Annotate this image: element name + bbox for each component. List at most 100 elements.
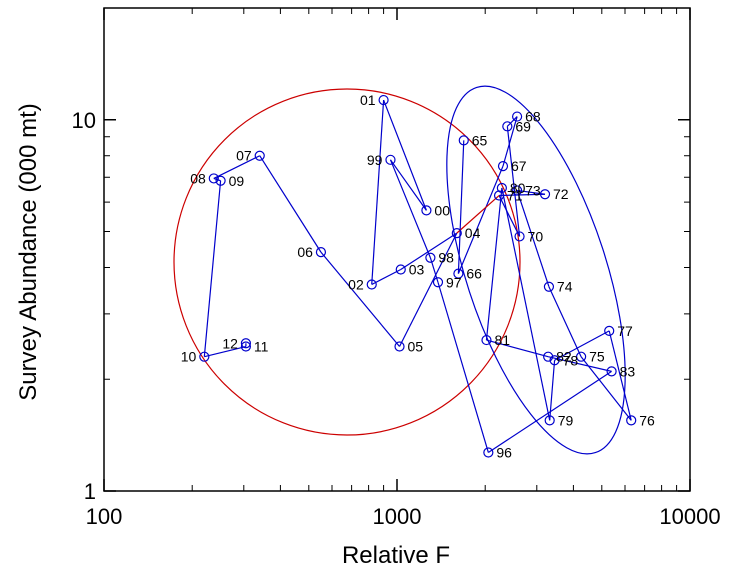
trajectory-segment (320, 251, 400, 347)
data-point-70 (514, 231, 525, 242)
data-point-00 (421, 205, 432, 216)
x-tick-label: 1000 (373, 504, 422, 529)
trajectory-segment (549, 360, 556, 421)
trajectory-segment (554, 330, 610, 361)
point-label-98: 98 (438, 250, 454, 266)
point-label-69: 69 (515, 118, 531, 134)
data-point-03 (395, 264, 406, 275)
trajectory-segment (204, 345, 247, 358)
y-tick-label: 10 (72, 108, 96, 133)
trajectory-segment (389, 159, 427, 211)
trajectory-segment (203, 180, 222, 357)
point-label-03: 03 (409, 262, 425, 278)
point-label-71: 71 (507, 188, 523, 204)
point-label-76: 76 (639, 412, 655, 428)
point-label-78: 78 (563, 352, 579, 368)
y-tick-label: 1 (84, 479, 96, 504)
trajectory-segment (398, 232, 458, 347)
trajectory-segment (213, 177, 221, 182)
point-label-10: 10 (181, 349, 197, 365)
point-label-80: 80 (510, 180, 526, 196)
trajectory-segment (580, 356, 632, 421)
data-point-68 (512, 111, 523, 122)
data-point-79 (544, 415, 555, 426)
point-label-82: 82 (556, 349, 572, 365)
point-label-04: 04 (465, 225, 481, 241)
data-point-12 (240, 338, 251, 349)
data-point-74 (543, 281, 555, 292)
trajectory-segment (437, 282, 489, 453)
point-label-12: 12 (222, 335, 238, 351)
trajectory-segment (506, 116, 518, 127)
data-point-98 (425, 252, 436, 263)
y-axis-title: Survey Abundance (000 mt) (15, 103, 42, 401)
trajectory-segment (457, 140, 465, 274)
trajectory-segment (485, 187, 503, 341)
data-point-96 (483, 447, 494, 458)
data-point-02 (366, 279, 377, 290)
point-label-68: 68 (525, 109, 541, 125)
highlight-segment (456, 195, 500, 234)
x-axis-title: Relative F (342, 542, 450, 569)
data-point-82 (543, 351, 554, 362)
data-point-77 (604, 325, 615, 336)
x-tick-label: 10000 (659, 504, 720, 529)
point-label-77: 77 (617, 323, 633, 339)
point-label-75: 75 (589, 349, 605, 365)
trajectory-segment (502, 116, 518, 167)
point-label-08: 08 (190, 170, 206, 186)
trajectory-segment (516, 190, 550, 287)
data-point-65 (458, 135, 469, 146)
trajectory-segment (213, 155, 260, 179)
point-label-11: 11 (254, 339, 269, 355)
data-point-04 (451, 228, 462, 239)
data-point-78 (549, 355, 560, 366)
trajectory-segment (371, 268, 402, 286)
data-point-75 (576, 351, 587, 362)
blue-ellipse (446, 85, 626, 455)
point-label-72: 72 (553, 186, 569, 202)
point-label-66: 66 (466, 266, 482, 282)
trajectory-segment (548, 286, 582, 357)
marker-layer (199, 94, 637, 458)
data-point-66 (453, 268, 464, 279)
trajectory-segment (259, 155, 322, 253)
data-point-83 (606, 366, 617, 377)
data-point-81 (481, 334, 492, 346)
point-label-05: 05 (408, 339, 424, 355)
point-label-70: 70 (528, 228, 544, 244)
data-point-69 (502, 121, 513, 132)
data-point-09 (215, 175, 226, 186)
point-label-97: 97 (446, 274, 462, 290)
point-label-83: 83 (620, 363, 636, 379)
data-point-72 (539, 189, 551, 200)
data-point-01 (378, 94, 389, 106)
point-label-79: 79 (558, 412, 574, 428)
point-label-65: 65 (472, 132, 488, 148)
point-label-99: 99 (367, 152, 383, 168)
plot-frame (103, 7, 691, 492)
data-point-08 (208, 173, 219, 184)
point-label-09: 09 (229, 173, 245, 189)
data-point-06 (315, 247, 327, 258)
trajectory-segment (400, 232, 458, 271)
data-point-07 (254, 150, 265, 161)
point-label-73: 73 (525, 182, 541, 198)
trajectory-segment (499, 193, 546, 197)
trajectory-segment (457, 165, 504, 274)
trajectory-segment (383, 99, 427, 211)
data-point-97 (432, 277, 444, 288)
trajectory-segment (389, 159, 431, 258)
point-label-74: 74 (557, 279, 573, 295)
data-point-10 (199, 351, 210, 362)
red-circle (173, 88, 521, 436)
data-point-80 (496, 182, 507, 194)
overlay-layer (173, 85, 626, 455)
point-label-81: 81 (494, 332, 510, 348)
trajectory-segment (506, 126, 521, 237)
data-point-76 (626, 415, 637, 426)
trajectory-segment (488, 370, 612, 453)
data-point-73 (512, 185, 523, 196)
